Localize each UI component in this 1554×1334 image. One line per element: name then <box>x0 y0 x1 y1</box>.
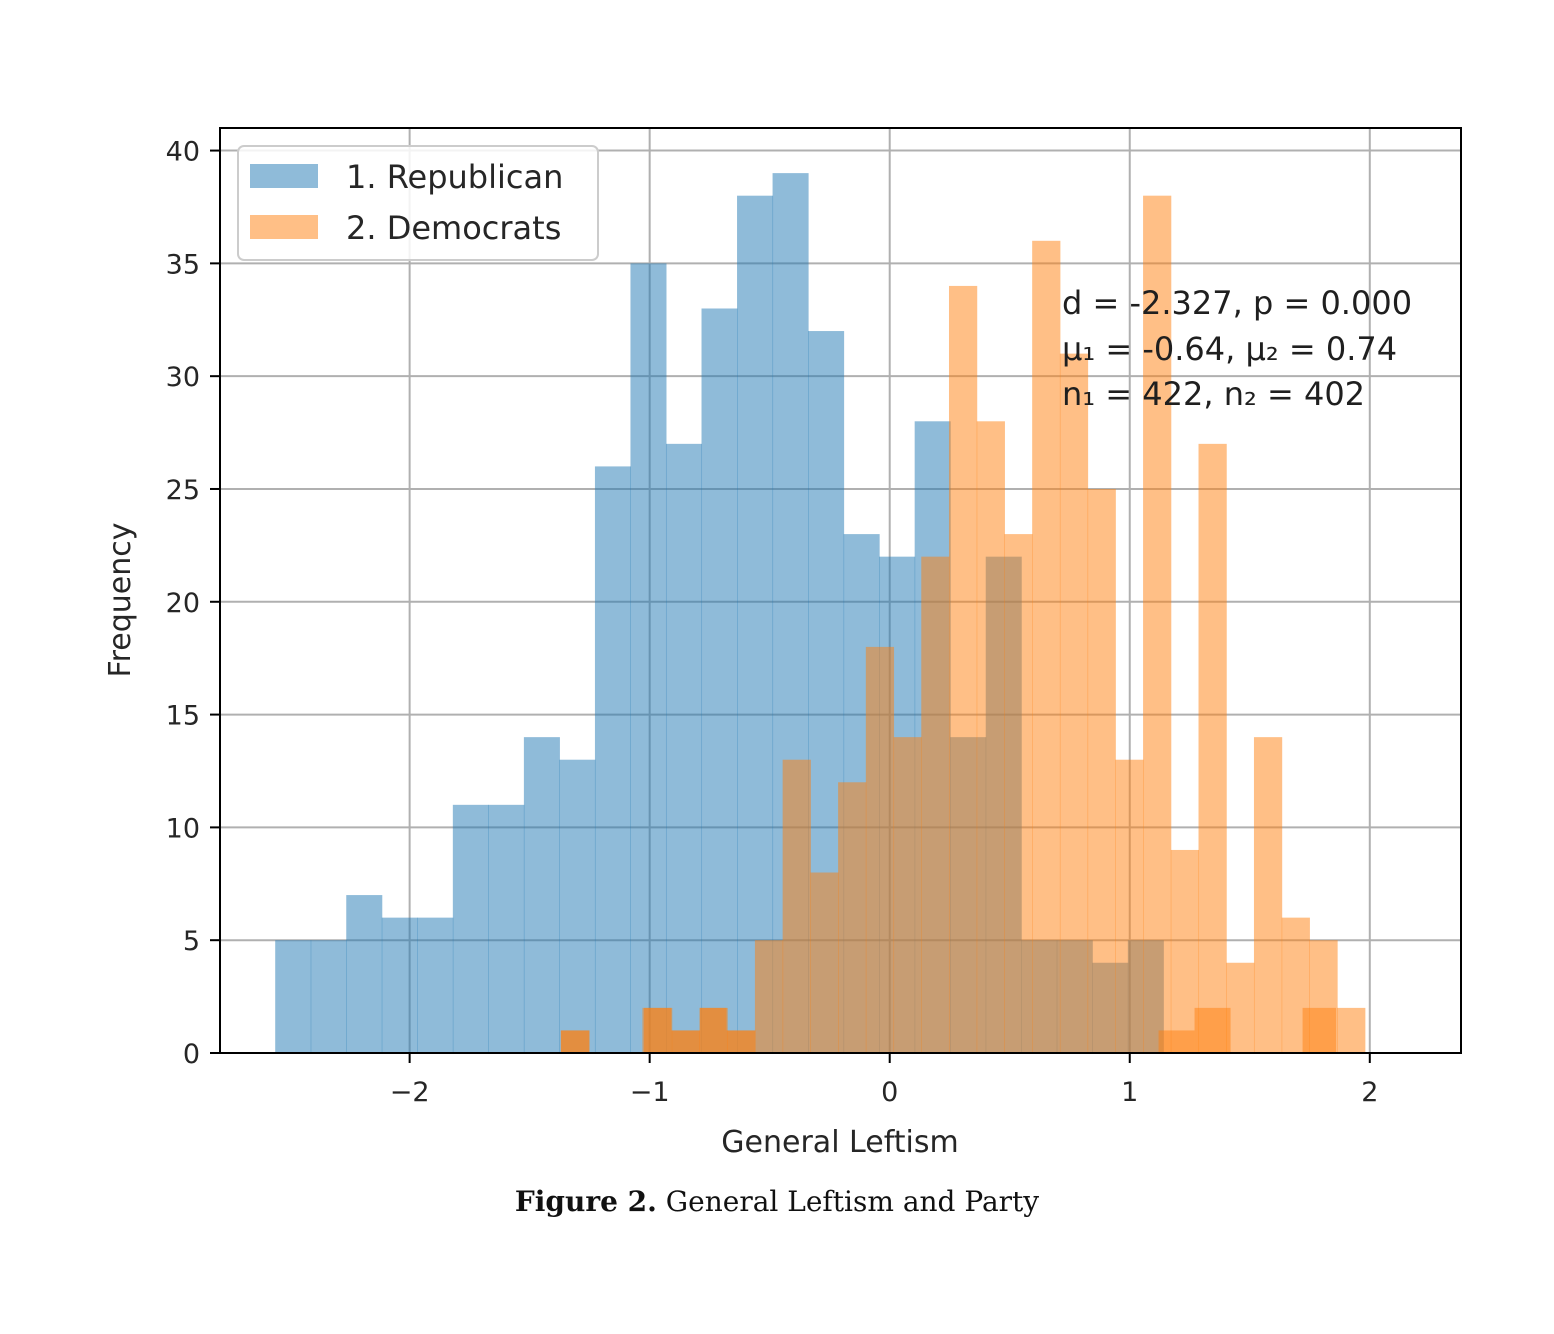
caption-label: Figure 2. <box>514 1185 657 1218</box>
x-axis-label: General Leftism <box>721 1125 958 1160</box>
x-tick-label: −1 <box>630 1077 670 1108</box>
bar-overlap <box>726 1030 756 1053</box>
bar-democrats <box>1032 240 1061 1053</box>
bar-democrats <box>1087 488 1116 1054</box>
bar-republican <box>737 195 774 1053</box>
bar-democrats <box>1059 353 1089 1053</box>
y-tick-label: 30 <box>166 362 200 393</box>
bar-republican <box>665 443 703 1054</box>
bar-overlap <box>671 1030 701 1053</box>
annotation-line-3: n₁ = 422, n₂ = 402 <box>1062 375 1365 413</box>
y-tick-label: 20 <box>166 588 200 619</box>
legend-swatch-democrats <box>250 215 318 239</box>
bar-republican <box>346 895 383 1053</box>
y-tick-label: 5 <box>183 926 200 957</box>
legend: 1. Republican 2. Democrats <box>237 145 599 261</box>
bar-democrats <box>754 940 784 1053</box>
bar-overlap <box>1302 1007 1337 1053</box>
bar-democrats <box>1115 759 1144 1053</box>
x-ticks: −2 −1 0 1 2 <box>390 1053 1378 1108</box>
legend-box <box>237 145 599 261</box>
bar-democrats <box>1226 962 1255 1053</box>
bar-republican <box>523 737 560 1053</box>
annotation-line-1: d = -2.327, p = 0.000 <box>1062 284 1412 322</box>
x-tick-label: −2 <box>390 1077 430 1108</box>
y-tick-label: 25 <box>166 475 200 506</box>
bar-republican <box>275 940 312 1053</box>
bar-republican <box>701 308 738 1053</box>
legend-swatch-republican <box>250 164 318 188</box>
bar-democrats <box>838 782 867 1053</box>
bar-overlap <box>560 1030 590 1053</box>
y-tick-label: 0 <box>183 1039 200 1070</box>
bar-democrats <box>865 646 895 1053</box>
democrat-bars <box>560 195 1366 1054</box>
bar-republican <box>381 917 418 1053</box>
bar-republican <box>417 917 454 1053</box>
bar-democrats <box>1198 443 1227 1054</box>
bar-republican <box>452 804 489 1053</box>
bar-democrats <box>1253 737 1283 1053</box>
stats-annotation: d = -2.327, p = 0.000 μ₁ = -0.64, μ₂ = 0… <box>1062 284 1412 413</box>
figure-caption: Figure 2. General Leftism and Party <box>0 1185 1554 1218</box>
bar-democrats <box>782 759 811 1053</box>
extra-overlap-bars <box>560 1007 1337 1053</box>
bar-democrats <box>921 556 950 1053</box>
bar-democrats <box>893 737 922 1053</box>
bar-democrats <box>810 872 839 1053</box>
x-tick-label: 0 <box>881 1077 898 1108</box>
histogram-chart: −2 −1 0 1 2 0 5 10 15 20 25 30 35 40 General Leftism… <box>103 127 1462 1160</box>
y-ticks: 0 5 10 15 20 25 30 35 40 <box>166 137 220 1070</box>
bar-overlap <box>1158 1030 1195 1053</box>
bar-democrats <box>1170 849 1200 1053</box>
annotation-line-2: μ₁ = -0.64, μ₂ = 0.74 <box>1062 330 1397 368</box>
bar-overlap <box>1194 1007 1231 1053</box>
bar-republican <box>594 466 631 1053</box>
plot-frame <box>219 127 1462 1054</box>
bar-republican <box>630 263 667 1053</box>
bar-overlap <box>700 1007 727 1053</box>
x-tick-label: 2 <box>1361 1077 1378 1108</box>
legend-label-republican: 1. Republican <box>346 158 563 196</box>
y-tick-label: 35 <box>166 249 200 280</box>
bar-overlap <box>642 1007 672 1053</box>
bar-democrats <box>1004 534 1033 1053</box>
bar-republican <box>488 804 525 1053</box>
bar-democrats <box>1143 195 1172 1053</box>
bar-democrats <box>948 285 978 1053</box>
y-tick-label: 10 <box>166 813 200 844</box>
y-tick-label: 15 <box>166 701 200 732</box>
y-axis-label: Frequency <box>103 523 138 678</box>
bar-republican <box>310 940 347 1053</box>
legend-label-democrats: 2. Democrats <box>346 209 561 247</box>
caption-text: General Leftism and Party <box>665 1185 1040 1218</box>
bar-democrats <box>976 421 1005 1053</box>
bar-republican <box>559 759 596 1053</box>
x-tick-label: 1 <box>1121 1077 1138 1108</box>
y-tick-label: 40 <box>166 137 200 168</box>
bar-democrats <box>1337 1007 1366 1053</box>
